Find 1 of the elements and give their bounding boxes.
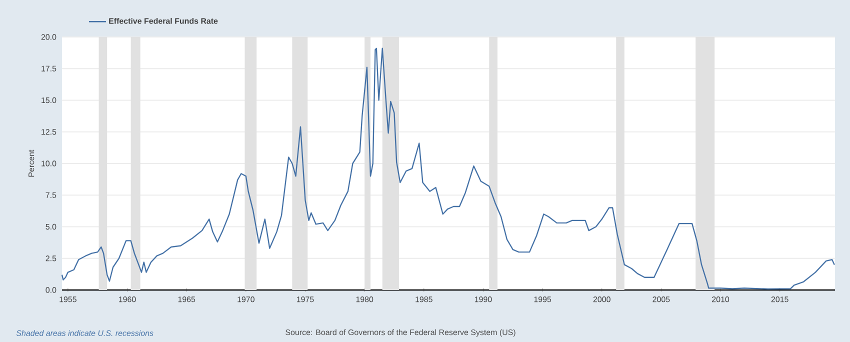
line-series	[61, 48, 836, 290]
